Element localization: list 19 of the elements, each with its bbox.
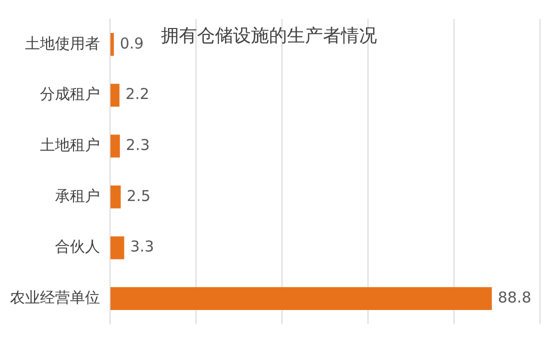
y-tick-label: 农业经营单位 bbox=[10, 288, 100, 306]
data-label: 2.2 bbox=[125, 85, 150, 104]
bar bbox=[110, 287, 492, 310]
bar bbox=[110, 32, 114, 56]
data-label: 2.5 bbox=[126, 186, 151, 205]
y-tick-label: 土地租户 bbox=[40, 136, 100, 154]
data-label: 88.8 bbox=[498, 288, 532, 306]
data-label: 0.9 bbox=[120, 34, 144, 52]
bar bbox=[110, 236, 124, 260]
y-tick-label: 土地使用者 bbox=[25, 34, 100, 52]
bar bbox=[110, 134, 120, 158]
bar bbox=[110, 84, 120, 107]
y-tick-label: 承租户 bbox=[55, 186, 100, 205]
bar bbox=[110, 185, 121, 208]
y-tick-label: 分成租户 bbox=[40, 85, 100, 104]
y-tick-label: 合伙人 bbox=[55, 238, 100, 256]
chart-title: 拥有仓储设施的生产者情况 bbox=[161, 26, 378, 47]
data-label: 3.3 bbox=[130, 238, 154, 256]
data-label: 2.3 bbox=[126, 136, 150, 154]
